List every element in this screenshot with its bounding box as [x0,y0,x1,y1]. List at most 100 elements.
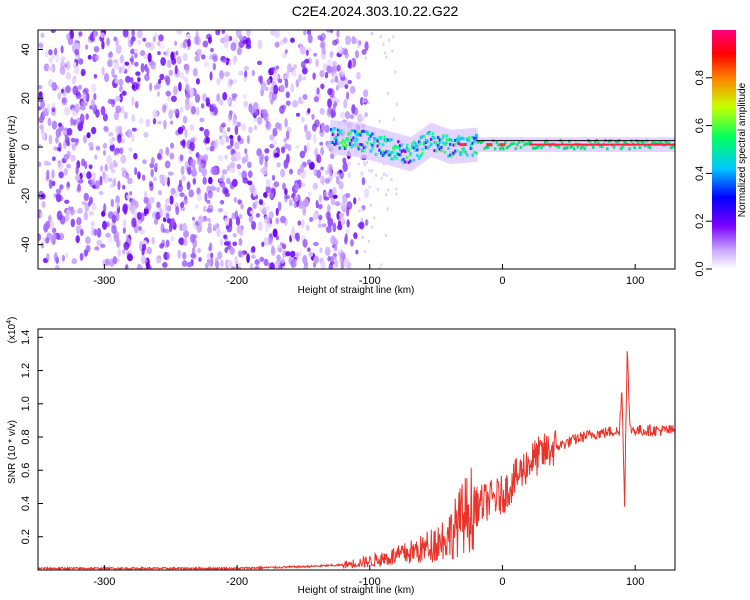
spectrogram-noise-cell [50,235,55,244]
spectrogram-noise-cell [71,107,76,117]
signal-halo [493,137,497,152]
spectrogram-noise-cell [51,156,56,162]
spectrogram-noise-cell [364,99,367,103]
signal-cell [336,133,340,137]
signal-halo [518,137,522,152]
signal-halo [338,121,342,156]
spectrogram-noise-cell [111,225,117,234]
signal-cell [424,138,428,142]
spectrogram-noise-cell [119,54,125,64]
spectrogram-noise-cell [95,145,101,151]
spectrogram-noise-cell [177,56,182,65]
spectrogram-noise-cell [176,30,183,35]
spectrogram-noise-cell [39,124,44,130]
spectrogram-noise-cell [350,238,354,247]
signal-halo [378,128,382,163]
spectrogram-noise-cell [195,152,200,159]
spectrogram-x-ticks: -300 -200 -100 0 100 [93,264,644,287]
signal-cell [592,145,596,149]
spectrogram-noise-cell [395,187,398,191]
spectrogram-noise-cell [284,118,288,128]
spectrogram-noise-cell [320,83,325,90]
signal-cell [502,147,506,151]
spectrogram-noise-cell [144,73,150,82]
spectrogram-noise-cell [392,117,395,121]
signal-cell [461,147,465,151]
spectrogram-noise-cell [130,198,137,207]
signal-cell [398,153,402,157]
signal-cell [530,141,534,145]
spectrogram-noise-cell [166,217,172,224]
signal-cell [524,142,528,146]
spectrogram-noise-cell [378,119,381,123]
signal-cell [367,137,371,141]
spectrogram-noise-cell [232,241,237,247]
spectrogram-noise-cell [186,181,191,191]
spectrogram-noise-cell [224,188,229,194]
spectrogram-noise-cell [146,67,150,76]
signal-cell [448,142,452,146]
spectrogram-noise-cell [66,163,72,169]
spectrogram-noise-cell [65,213,70,222]
spectrogram-noise-cell [264,215,269,224]
signal-cell [357,147,361,151]
spectrogram-noise-cell [304,58,310,64]
signal-cell [433,149,437,153]
spectrogram-noise-cell [177,249,182,259]
spectrogram-noise-cell [178,72,185,79]
signal-cell [471,153,475,157]
spectrogram-noise-cell [220,259,224,268]
spectrogram-noise-cell [134,51,138,59]
spectrogram-noise-cell [102,220,108,230]
spectrogram-noise-cell [209,54,213,60]
spectrogram-x-tick-label: -300 [93,275,115,287]
signal-cell [480,141,484,145]
spectrogram-noise-cell [344,111,351,120]
signal-cell [428,132,432,136]
signal-cell [461,150,465,154]
spectrogram-noise-cell [395,192,398,196]
spectrogram-noise-cell [307,247,311,252]
colorbar-tick-label: 0.6 [694,118,706,133]
signal-cell [423,141,427,145]
signal-cell [405,143,409,147]
spectrogram-noise-cell [93,93,97,100]
signal-cell [616,140,620,144]
spectrogram-noise-cell [233,197,238,203]
spectrogram-noise-cell [86,171,92,180]
spectrogram-noise-cell [315,200,319,209]
signal-cell [430,143,434,147]
spectrogram-noise-cell [307,34,313,44]
spectrogram-noise-cell [211,165,218,176]
signal-halo [381,129,385,164]
signal-cell [350,138,354,142]
spectrogram-noise-cell [127,177,133,185]
spectrogram-x-tick-label: 0 [499,275,505,287]
spectrogram-noise-cell [203,205,207,213]
spectrogram-noise-cell [302,76,307,81]
spectrogram-noise-cell [318,203,323,210]
spectrogram-noise-cell [294,194,299,202]
spectrogram-noise-cell [300,60,306,69]
spectrogram-noise-cell [306,30,312,36]
spectrogram-noise-cell [180,165,185,176]
spectrogram-noise-cell [221,30,226,35]
signal-cell [343,146,347,150]
spectrogram-noise-cell [376,187,379,191]
spectrogram-noise-cell [303,144,308,154]
spectrogram-noise-cell [386,207,389,211]
spectrogram-noise-cell [199,117,205,123]
spectrogram-noise-cell [388,39,391,43]
spectrogram-noise-cell [275,122,281,130]
signal-cell [409,159,413,163]
signal-halo [395,133,399,168]
spectrogram-noise-cell [184,64,190,75]
spectrogram-noise-cell [246,253,250,264]
spectrogram-noise-cell [66,127,73,136]
spectrogram-noise-cell [90,98,96,109]
spectrogram-noise-cell [166,59,172,68]
spectrogram-noise-cell [194,93,201,103]
signal-halo [471,127,475,163]
signal-cell [407,160,411,164]
spectrogram-noise-cell [237,135,241,142]
